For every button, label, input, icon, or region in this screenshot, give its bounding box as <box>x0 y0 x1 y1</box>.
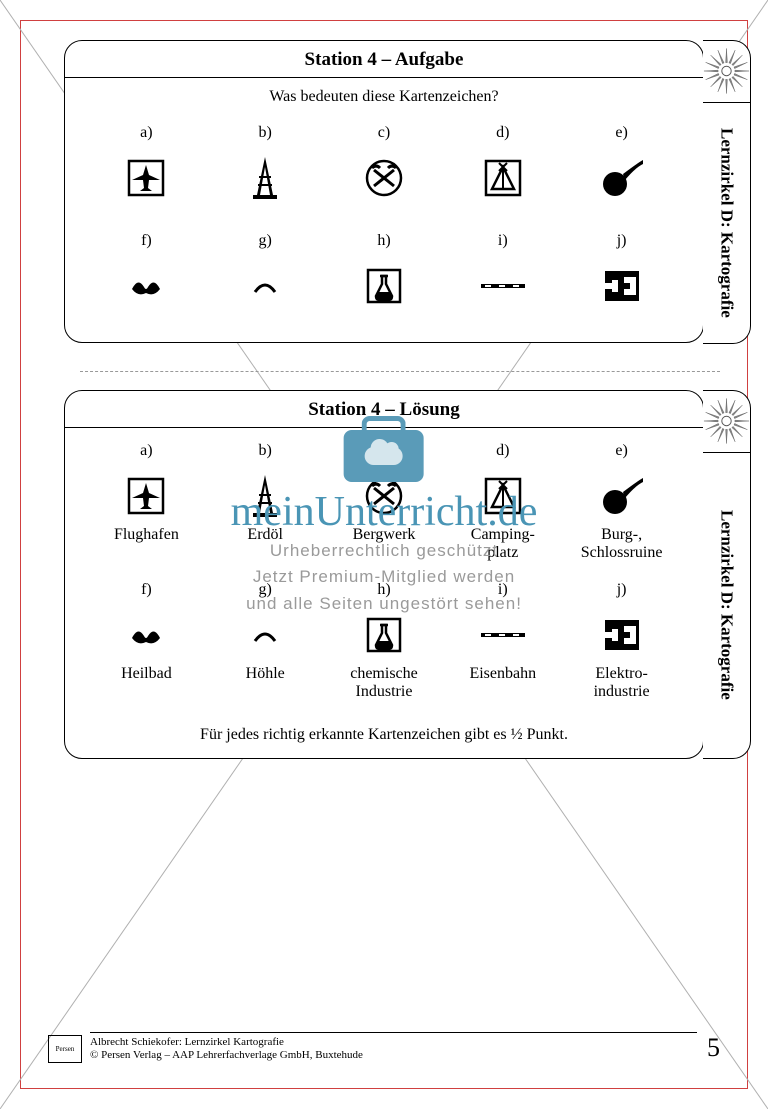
item-label: a) <box>140 124 152 142</box>
item-label: h) <box>377 232 390 250</box>
camping-icon <box>483 156 523 200</box>
side-tab-label: Lernzirkel D: Kartografie <box>703 461 750 751</box>
item-label: i) <box>498 232 508 250</box>
item-label: c) <box>378 124 390 142</box>
electro-icon <box>602 264 642 308</box>
item-caption: Flughafen <box>114 526 179 544</box>
compass-icon <box>703 41 750 103</box>
symbol-cell: i) Eisenbahn <box>443 581 562 702</box>
score-line: Für jedes richtig erkannte Kartenzeichen… <box>65 722 703 758</box>
symbol-cell: e) Burg-,Schlossruine <box>562 442 681 563</box>
camping-icon <box>483 474 523 518</box>
item-label: j) <box>617 581 627 599</box>
publisher-logo: Persen <box>48 1035 82 1063</box>
page-content: Station 4 – Aufgabe Was bedeuten diese K… <box>40 40 728 1069</box>
symbol-cell: h) chemischeIndustrie <box>325 581 444 702</box>
item-label: e) <box>615 442 627 460</box>
symbol-cell: d) <box>443 124 562 214</box>
symbol-cell: b) Erdöl <box>206 442 325 563</box>
symbol-cell: g) Höhle <box>206 581 325 702</box>
item-label: g) <box>259 232 272 250</box>
symbol-cell: g) <box>206 232 325 322</box>
item-label: g) <box>259 581 272 599</box>
task-card: Station 4 – Aufgabe Was bedeuten diese K… <box>64 40 704 343</box>
electro-icon <box>602 613 642 657</box>
item-caption: Bergwerk <box>353 526 416 544</box>
spa-icon <box>126 264 166 308</box>
mining-icon <box>364 474 404 518</box>
item-caption: Erdöl <box>247 526 283 544</box>
symbol-cell: b) <box>206 124 325 214</box>
symbol-cell: c) <box>325 124 444 214</box>
side-tab: Lernzirkel D: Kartografie <box>703 40 751 344</box>
symbol-cell: h) <box>325 232 444 322</box>
airport-icon <box>126 156 166 200</box>
item-caption: Burg-,Schlossruine <box>581 526 663 563</box>
item-caption: Elektro-industrie <box>594 665 650 702</box>
item-label: c) <box>378 442 390 460</box>
item-label: i) <box>498 581 508 599</box>
footer-line2: © Persen Verlag – AAP Lehrerfachverlage … <box>90 1049 697 1063</box>
cave-icon <box>245 264 285 308</box>
item-label: b) <box>259 442 272 460</box>
separator-line <box>80 371 720 372</box>
compass-icon <box>703 391 750 453</box>
task-symbol-grid: a) b) c) d) e) f) g) h) i) j) <box>65 110 703 342</box>
item-caption: Heilbad <box>121 665 172 683</box>
item-caption: Camping-platz <box>471 526 535 563</box>
item-label: a) <box>140 442 152 460</box>
item-label: e) <box>615 124 627 142</box>
item-label: j) <box>617 232 627 250</box>
symbol-cell: a) Flughafen <box>87 442 206 563</box>
page-number: 5 <box>697 1033 720 1063</box>
side-tab: Lernzirkel D: Kartografie <box>703 390 751 760</box>
oilrig-icon <box>245 474 285 518</box>
task-card-subtitle: Was bedeuten diese Kartenzeichen? <box>65 78 703 110</box>
solution-symbol-grid: a) Flughafen b) Erdöl c) Bergwerk d) Camping-pl… <box>65 428 703 722</box>
railway-icon <box>479 264 527 308</box>
symbol-cell: e) <box>562 124 681 214</box>
oilrig-icon <box>245 156 285 200</box>
airport-icon <box>126 474 166 518</box>
symbol-cell: j) <box>562 232 681 322</box>
mining-icon <box>364 156 404 200</box>
footer-text: Albrecht Schiekofer: Lernzirkel Kartogra… <box>90 1032 697 1064</box>
item-caption: Eisenbahn <box>469 665 536 683</box>
item-caption: Höhle <box>246 665 285 683</box>
chemical-icon <box>364 613 404 657</box>
symbol-cell: i) <box>443 232 562 322</box>
cave-icon <box>245 613 285 657</box>
solution-card-title: Station 4 – Lösung <box>65 391 703 428</box>
symbol-cell: c) Bergwerk <box>325 442 444 563</box>
symbol-cell: d) Camping-platz <box>443 442 562 563</box>
symbol-cell: j) Elektro-industrie <box>562 581 681 702</box>
page-footer: Persen Albrecht Schiekofer: Lernzirkel K… <box>48 1032 720 1064</box>
item-label: h) <box>377 581 390 599</box>
item-label: f) <box>141 581 152 599</box>
spa-icon <box>126 613 166 657</box>
solution-card: Station 4 – Lösung a) Flughafen b) Erdöl c) B… <box>64 390 704 759</box>
task-card-title: Station 4 – Aufgabe <box>65 41 703 78</box>
item-label: b) <box>259 124 272 142</box>
symbol-cell: f) <box>87 232 206 322</box>
ruin-icon <box>599 156 645 200</box>
item-caption: chemischeIndustrie <box>350 665 418 702</box>
item-label: f) <box>141 232 152 250</box>
item-label: d) <box>496 442 509 460</box>
chemical-icon <box>364 264 404 308</box>
railway-icon <box>479 613 527 657</box>
item-label: d) <box>496 124 509 142</box>
ruin-icon <box>599 474 645 518</box>
symbol-cell: f) Heilbad <box>87 581 206 702</box>
footer-line1: Albrecht Schiekofer: Lernzirkel Kartogra… <box>90 1036 697 1050</box>
symbol-cell: a) <box>87 124 206 214</box>
side-tab-label: Lernzirkel D: Kartografie <box>703 111 750 335</box>
